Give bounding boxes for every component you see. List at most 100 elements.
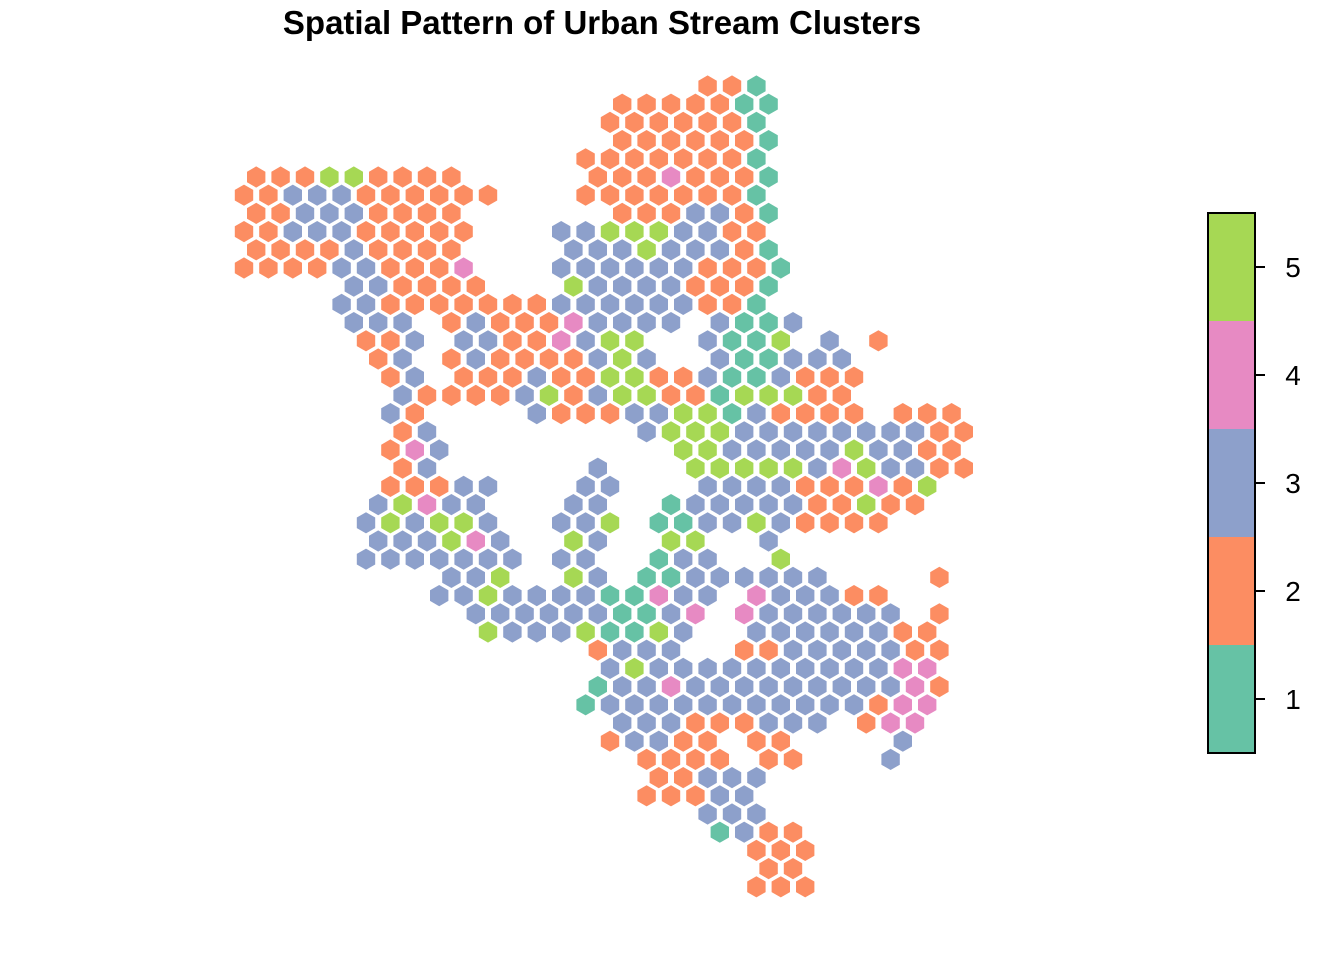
hex-cell <box>735 130 754 152</box>
hex-cell <box>576 257 595 279</box>
hex-cell <box>356 257 376 279</box>
hex-cell <box>698 694 717 716</box>
hex-cell <box>930 603 949 625</box>
hex-cell <box>539 312 559 334</box>
hex-cell <box>661 785 681 807</box>
hex-cell <box>698 111 717 133</box>
hex-cell <box>564 530 583 552</box>
hex-cell <box>637 639 656 661</box>
hex-cell <box>722 694 742 716</box>
hex-cell <box>881 603 900 625</box>
hex-cell <box>430 512 449 534</box>
hex-cell <box>771 839 790 861</box>
hex-cell <box>869 475 888 497</box>
hex-cell <box>844 694 864 716</box>
hex-cell <box>320 166 339 188</box>
hex-cell <box>893 439 912 461</box>
hex-cell <box>808 457 827 479</box>
hex-cell <box>637 712 656 734</box>
hex-cell <box>381 439 400 461</box>
hex-cell <box>576 293 595 315</box>
hex-cell <box>625 403 644 425</box>
hex-cell <box>478 548 498 570</box>
hex-cell <box>722 403 742 425</box>
hex-cell <box>637 421 656 443</box>
hex-cell <box>698 475 717 497</box>
hex-cell <box>527 366 546 388</box>
hex-cell <box>478 293 498 315</box>
hex-cell <box>466 275 485 297</box>
hex-cell <box>735 312 754 334</box>
hex-cell <box>564 275 583 297</box>
hex-cell <box>381 403 400 425</box>
hex-cell <box>735 239 754 261</box>
hex-cell <box>308 184 327 206</box>
hex-cell <box>747 293 766 315</box>
hex-cell <box>918 439 937 461</box>
hex-cell <box>771 730 790 752</box>
hex-cell <box>796 694 815 716</box>
hex-cell <box>869 694 888 716</box>
hex-cell <box>771 403 790 425</box>
hex-cell <box>710 421 729 443</box>
hex-cell <box>942 439 961 461</box>
hex-cell <box>600 694 620 716</box>
hex-cell <box>661 639 681 661</box>
hex-cell <box>454 257 473 279</box>
hex-cell <box>722 512 742 534</box>
legend-swatches <box>1208 213 1255 753</box>
hex-cell <box>613 202 632 224</box>
hex-cell <box>844 475 864 497</box>
hex-cell <box>869 585 888 607</box>
hex-cell <box>698 548 717 570</box>
hex-cell <box>686 457 705 479</box>
hex-cell <box>393 239 412 261</box>
hex-cell <box>637 275 656 297</box>
hex-cell <box>588 603 607 625</box>
hex-cell <box>674 257 693 279</box>
hex-cell <box>820 657 839 679</box>
hex-cell <box>783 676 803 698</box>
hex-cell <box>466 566 485 588</box>
legend-tick-label: 5 <box>1285 252 1301 283</box>
hex-cell <box>503 585 522 607</box>
hex-cell <box>356 548 376 570</box>
hex-cell <box>893 694 912 716</box>
hex-cell <box>759 93 778 115</box>
hex-cell <box>686 566 705 588</box>
hex-cell <box>332 221 351 243</box>
hex-cell <box>625 730 644 752</box>
hex-cell <box>722 803 742 825</box>
hex-cell <box>832 421 851 443</box>
hex-cell <box>405 475 424 497</box>
hex-cell <box>686 712 705 734</box>
hex-cell <box>783 384 803 406</box>
hex-cell <box>698 257 717 279</box>
hex-cell <box>271 166 290 188</box>
hex-cell <box>552 403 571 425</box>
hex-cell <box>613 384 632 406</box>
hex-cell <box>686 166 705 188</box>
hex-cell <box>442 384 461 406</box>
hex-cell <box>478 366 498 388</box>
hex-cell <box>393 202 412 224</box>
hex-cell <box>820 366 839 388</box>
hex-cell <box>344 202 363 224</box>
hex-cell <box>564 348 583 370</box>
hex-cell <box>649 221 668 243</box>
hex-cell <box>686 494 705 516</box>
hex-cell <box>710 712 729 734</box>
hex-cell <box>576 330 595 352</box>
hex-cell <box>930 639 949 661</box>
hex-cell <box>649 512 668 534</box>
hex-cell <box>820 512 839 534</box>
hex-cell <box>820 694 839 716</box>
hex-cell <box>637 348 656 370</box>
hex-cell <box>710 676 729 698</box>
hex-cell <box>918 475 937 497</box>
hex-cell <box>271 239 290 261</box>
hex-cell <box>344 166 363 188</box>
hex-cell <box>722 767 742 789</box>
hex-cell <box>759 639 778 661</box>
hex-cell <box>649 548 668 570</box>
